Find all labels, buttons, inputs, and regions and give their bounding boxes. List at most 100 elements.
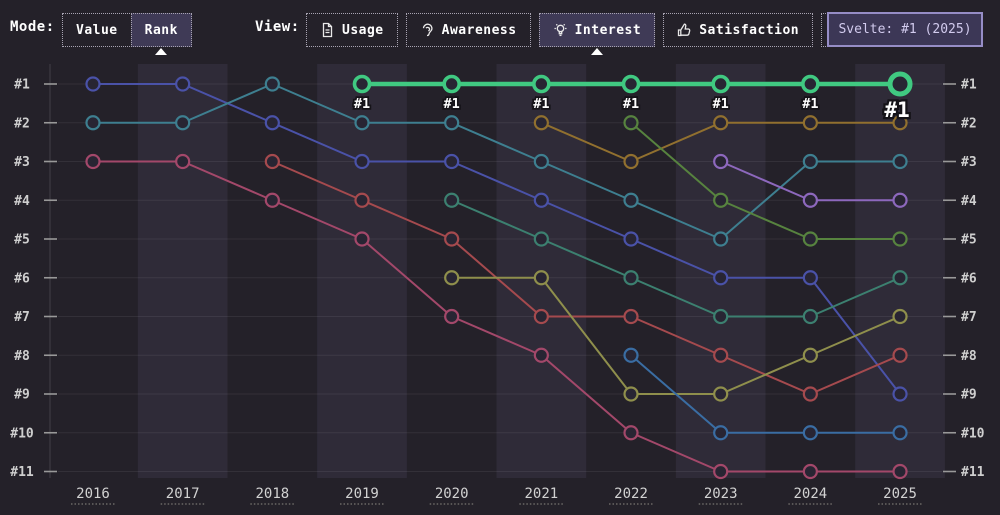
- data-point-series-green[interactable]: [623, 115, 639, 131]
- data-point-series-olive[interactable]: [802, 347, 818, 363]
- data-point-series-rose[interactable]: [444, 308, 460, 325]
- data-point-series-steelblue[interactable]: [623, 347, 639, 363]
- data-point-series-red[interactable]: [892, 347, 908, 363]
- data-point-series-gold[interactable]: [623, 153, 639, 170]
- data-point-series-rose[interactable]: [85, 153, 101, 170]
- data-point-series-gold[interactable]: [713, 115, 729, 131]
- x-tick-2016[interactable]: 2016: [76, 486, 110, 502]
- data-point-series-rose[interactable]: [354, 231, 370, 247]
- data-point-series-green[interactable]: [892, 231, 908, 247]
- data-point-series-rose[interactable]: [892, 463, 908, 480]
- data-point-series-olive[interactable]: [623, 386, 639, 402]
- data-point-series-violet[interactable]: [713, 153, 729, 170]
- data-point-series-teal[interactable]: [354, 115, 370, 131]
- data-point-series-olive[interactable]: [444, 270, 460, 286]
- data-point-series-seagreen[interactable]: [802, 308, 818, 325]
- data-point-series-teal[interactable]: [264, 76, 280, 92]
- x-tick-2017[interactable]: 2017: [166, 486, 200, 502]
- rank-point-label-current: #1: [884, 98, 909, 122]
- y-tick-label-right: #6: [961, 271, 977, 286]
- data-point-series-steelblue[interactable]: [802, 425, 818, 441]
- data-point-series-olive[interactable]: [713, 386, 729, 402]
- document-icon: [320, 22, 335, 38]
- data-point-series-seagreen[interactable]: [892, 270, 908, 286]
- data-point-series-seagreen[interactable]: [533, 231, 549, 247]
- data-point-series-seagreen[interactable]: [444, 192, 460, 208]
- x-tick-2025[interactable]: 2025: [883, 486, 917, 502]
- data-point-series-steelblue[interactable]: [892, 425, 908, 441]
- data-point-series-red[interactable]: [623, 308, 639, 325]
- data-point-svelte[interactable]: [532, 74, 551, 94]
- data-point-series-indigo[interactable]: [802, 270, 818, 286]
- view-tab-interest[interactable]: Interest: [538, 13, 656, 47]
- y-tick-label-left: #4: [14, 194, 30, 209]
- data-point-series-rose[interactable]: [264, 192, 280, 208]
- data-point-series-teal[interactable]: [623, 192, 639, 208]
- data-point-series-green[interactable]: [802, 231, 818, 247]
- x-tick-2019[interactable]: 2019: [345, 486, 379, 502]
- x-tick-2024[interactable]: 2024: [794, 486, 828, 502]
- data-point-series-red[interactable]: [354, 192, 370, 208]
- data-point-series-teal[interactable]: [892, 153, 908, 170]
- data-point-svelte[interactable]: [801, 74, 820, 94]
- view-tab-usage[interactable]: Usage: [306, 13, 398, 47]
- data-point-series-olive[interactable]: [892, 308, 908, 325]
- mode-option-label: Value: [76, 22, 118, 38]
- data-point-series-green[interactable]: [713, 192, 729, 208]
- data-point-series-violet[interactable]: [892, 192, 908, 208]
- data-point-series-indigo[interactable]: [713, 270, 729, 286]
- data-point-series-gold[interactable]: [533, 115, 549, 131]
- data-point-series-gold[interactable]: [802, 115, 818, 131]
- data-point-series-teal[interactable]: [713, 231, 729, 247]
- x-tick-2018[interactable]: 2018: [255, 486, 289, 502]
- data-point-series-indigo[interactable]: [85, 76, 101, 92]
- data-point-series-indigo[interactable]: [892, 386, 908, 402]
- data-point-series-seagreen[interactable]: [623, 270, 639, 286]
- y-tick-label-right: #10: [961, 426, 985, 441]
- data-point-series-seagreen[interactable]: [713, 308, 729, 325]
- view-tab-label: Usage: [342, 22, 384, 38]
- data-point-series-teal[interactable]: [175, 115, 191, 131]
- data-point-series-indigo[interactable]: [264, 115, 280, 131]
- x-tick-2021[interactable]: 2021: [524, 486, 558, 502]
- data-point-series-olive[interactable]: [533, 270, 549, 286]
- x-tick-2023[interactable]: 2023: [704, 486, 738, 502]
- data-point-series-violet[interactable]: [802, 192, 818, 208]
- data-point-series-indigo[interactable]: [623, 231, 639, 247]
- data-point-series-indigo[interactable]: [533, 192, 549, 208]
- data-point-svelte[interactable]: [621, 74, 641, 94]
- data-point-series-rose[interactable]: [623, 425, 639, 441]
- view-tab-satisfaction[interactable]: Satisfaction: [663, 13, 814, 47]
- data-point-series-rose[interactable]: [533, 347, 549, 363]
- y-tick-label-left: #6: [14, 271, 30, 286]
- view-tab-awareness[interactable]: Awareness: [405, 13, 531, 47]
- x-tick-2022[interactable]: 2022: [614, 486, 648, 502]
- data-point-series-rose[interactable]: [802, 463, 818, 480]
- x-tick-2020[interactable]: 2020: [435, 486, 469, 502]
- data-point-series-rose[interactable]: [713, 463, 729, 480]
- data-point-series-teal[interactable]: [802, 153, 818, 170]
- data-point-series-rose[interactable]: [175, 153, 191, 170]
- data-point-svelte[interactable]: [711, 74, 730, 94]
- data-point-series-red[interactable]: [444, 231, 460, 247]
- data-point-series-teal[interactable]: [444, 115, 460, 131]
- data-point-series-indigo[interactable]: [444, 153, 460, 170]
- rank-point-label: #1: [354, 96, 370, 112]
- data-point-series-red[interactable]: [713, 347, 729, 363]
- data-point-series-red[interactable]: [264, 153, 280, 170]
- data-point-series-gold[interactable]: [892, 115, 908, 131]
- data-point-series-indigo[interactable]: [175, 76, 191, 92]
- data-point-svelte[interactable]: [442, 74, 461, 94]
- rank-point-label: #1: [623, 96, 639, 112]
- mode-option-rank[interactable]: Rank: [130, 13, 192, 47]
- data-point-series-red[interactable]: [802, 386, 818, 402]
- data-point-series-teal[interactable]: [85, 115, 101, 131]
- data-point-series-teal[interactable]: [533, 153, 549, 170]
- data-point-series-steelblue[interactable]: [713, 425, 729, 441]
- data-point-svelte[interactable]: [887, 71, 913, 97]
- y-tick-label-left: #10: [10, 426, 34, 441]
- data-point-series-red[interactable]: [533, 308, 549, 325]
- data-point-svelte[interactable]: [352, 74, 372, 94]
- data-point-series-indigo[interactable]: [354, 153, 370, 170]
